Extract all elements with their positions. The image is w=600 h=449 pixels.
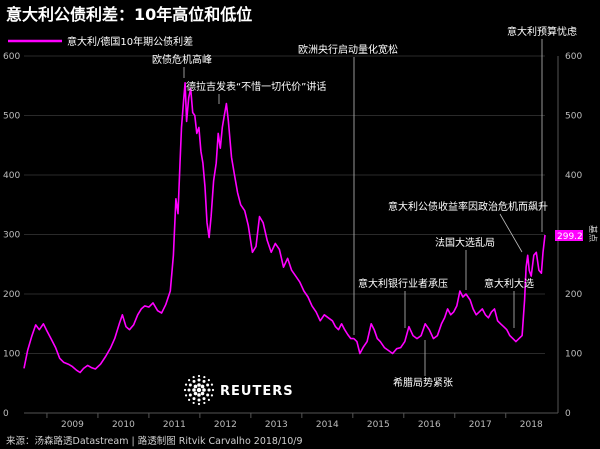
y-tick-label-right: 0 xyxy=(565,409,571,419)
series-layer xyxy=(23,82,546,374)
reuters-dot xyxy=(197,374,201,378)
reuters-dot xyxy=(197,393,201,397)
x-tick-label-2016: 2016 xyxy=(418,420,441,430)
reuters-dot xyxy=(203,375,206,379)
x-tick-label-2017: 2017 xyxy=(469,420,492,430)
reuters-dots-icon xyxy=(183,374,215,406)
annotation-draghi-speech: 德拉吉发表“不惜一切代价”讲话 xyxy=(186,80,326,93)
last-value-box xyxy=(555,230,583,241)
reuters-dot xyxy=(207,398,210,401)
reuters-dot xyxy=(197,383,201,387)
reuters-dot xyxy=(200,391,205,396)
last-value-text: 299.2 xyxy=(557,232,583,242)
y-tick-label-left: 100 xyxy=(3,350,20,360)
annotation-ecb-qe: 欧洲央行启动量化宽松 xyxy=(298,43,398,56)
y-tick-label-left: 600 xyxy=(3,52,20,62)
reuters-dot xyxy=(193,384,198,389)
reuters-dot xyxy=(187,388,191,392)
reuters-logo: REUTERS xyxy=(183,374,294,406)
reuters-dot xyxy=(188,393,192,397)
reuters-dot xyxy=(196,387,202,393)
annotation-bank-stress: 意大利银行业者承压 xyxy=(358,277,448,290)
reuters-dot xyxy=(192,388,196,392)
series-line-0 xyxy=(23,82,546,374)
annotation-greece-tension: 希腊局势紧张 xyxy=(393,376,453,389)
x-tick-label-2013: 2013 xyxy=(265,420,288,430)
x-tick-label-2014: 2014 xyxy=(316,420,339,430)
grid-layer xyxy=(24,55,545,414)
reuters-dot xyxy=(184,394,188,397)
y-tick-label-right: 500 xyxy=(565,112,582,122)
reuters-dot xyxy=(207,379,210,382)
unit-label: 基点 xyxy=(587,225,598,243)
y-tick-label-left: 200 xyxy=(3,290,20,300)
annotation-political-crisis: 意大利公债收益率因政治危机而飙升 xyxy=(388,200,548,213)
y-tick-label-right: 600 xyxy=(565,52,582,62)
reuters-dot xyxy=(200,384,205,389)
reuters-dot xyxy=(188,379,191,382)
annotation-debt-crisis-peak: 欧债危机高峰 xyxy=(152,53,212,66)
x-tick-label-2018: 2018 xyxy=(520,420,543,430)
chart-title: 意大利公债利差：10年高位和低位 xyxy=(6,5,252,24)
reuters-dot xyxy=(206,383,210,387)
reuters-dot xyxy=(192,401,195,405)
x-tick-label-2009: 2009 xyxy=(61,420,84,430)
reuters-dot xyxy=(188,398,191,401)
reuters-dot xyxy=(211,388,215,392)
annotation-french-election: 法国大选乱局 xyxy=(435,236,495,249)
reuters-dot xyxy=(197,398,201,402)
reuters-dot xyxy=(207,388,211,392)
reuters-dot xyxy=(210,394,214,397)
reuters-dot xyxy=(193,391,198,396)
reuters-dot xyxy=(192,379,196,383)
reuters-dot xyxy=(202,397,206,401)
y-tick-label-left: 0 xyxy=(3,409,9,419)
reuters-dot xyxy=(197,402,201,406)
source-note: 来源：汤森路透Datastream | 路透制图 Ritvik Carvalho… xyxy=(6,435,303,447)
reuters-dot xyxy=(192,375,195,379)
reuters-dot xyxy=(192,397,196,401)
reuters-dot xyxy=(188,383,192,387)
reuters-dot xyxy=(197,378,201,382)
annotation-italy-election: 意大利大选 xyxy=(484,277,534,290)
last-value-badge: 299.2 xyxy=(555,230,583,242)
reuters-dot xyxy=(210,383,214,386)
reuters-wordmark: REUTERS xyxy=(220,384,294,399)
y-tick-label-right: 200 xyxy=(565,290,582,300)
axis-layer: 0010010020020030030040040050050060060020… xyxy=(3,52,582,430)
y-tick-label-left: 300 xyxy=(3,231,20,241)
x-tick-label-2012: 2012 xyxy=(214,420,237,430)
reuters-dot xyxy=(184,383,188,386)
reuters-dot xyxy=(183,388,187,392)
y-tick-label-right: 100 xyxy=(565,350,582,360)
annotation-budget-worry: 意大利预算忧虑 xyxy=(507,25,577,38)
x-tick-label-2010: 2010 xyxy=(112,420,135,430)
reuters-dot xyxy=(206,393,210,397)
x-tick-label-2015: 2015 xyxy=(367,420,390,430)
x-tick-label-2011: 2011 xyxy=(163,420,186,430)
reuters-dot xyxy=(203,401,206,405)
legend-label: 意大利/德国10年期公债利差 xyxy=(67,35,193,48)
reuters-dot xyxy=(202,379,206,383)
annotation-leader-political-crisis xyxy=(499,213,523,253)
y-tick-label-left: 400 xyxy=(3,171,20,181)
reuters-dot xyxy=(202,388,206,392)
y-tick-label-left: 500 xyxy=(3,112,20,122)
y-tick-label-right: 400 xyxy=(565,171,582,181)
